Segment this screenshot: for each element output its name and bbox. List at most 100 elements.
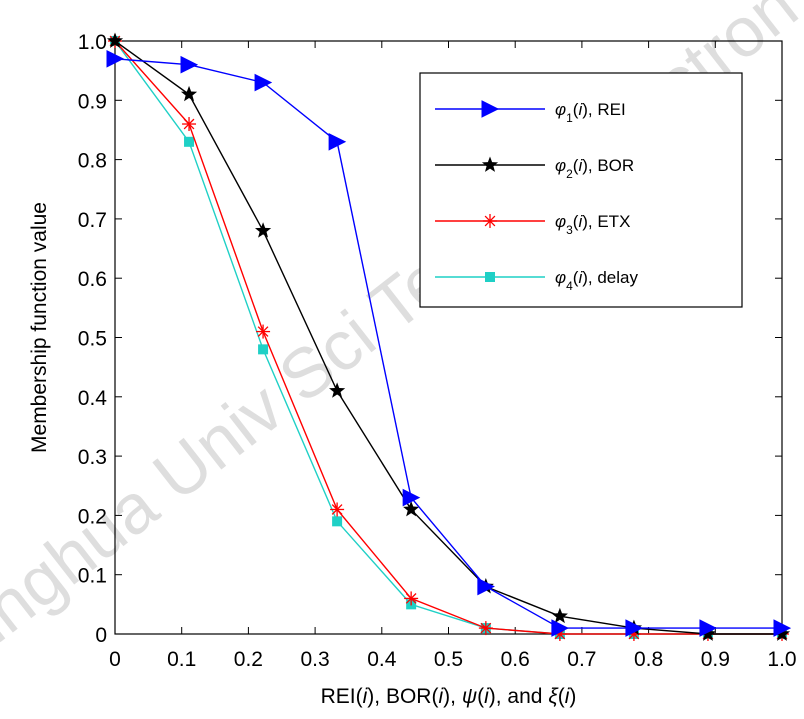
legend-label-part: ( [573, 268, 579, 287]
legend-label: φ4(i), delay [555, 268, 638, 293]
marker-star [699, 625, 717, 641]
x-tick-label: 0.8 [634, 648, 663, 671]
x-tick-label: 0 [109, 648, 121, 671]
y-tick-label: 0.8 [78, 150, 107, 173]
legend-item-4: φ4(i), delay [435, 268, 638, 293]
legend-label: φ2(i), BOR [555, 156, 634, 181]
legend-label-part: φ [555, 212, 566, 231]
marker-triangle [477, 577, 495, 596]
legend-item-3: φ3(i), ETX [435, 212, 630, 237]
x-tick-label: 0.5 [434, 648, 463, 671]
marker-star [329, 382, 346, 398]
legend-label-part: i [578, 268, 583, 287]
y-axis-title: Membership function value [28, 202, 51, 453]
legend-label-part: ), delay [582, 268, 638, 287]
legend-label-part: 2 [566, 167, 573, 181]
x-tick-label: 0.2 [234, 648, 263, 671]
legend-label: φ1(i), REI [555, 100, 626, 125]
marker-square [485, 272, 495, 282]
asterisk-stroke [183, 118, 195, 130]
asterisk-stroke [331, 504, 343, 515]
x-axis-title-part: i [363, 685, 369, 708]
legend-label-part: ( [573, 100, 579, 119]
marker-triangle [106, 49, 125, 68]
marker-star [773, 625, 791, 641]
legend-box [419, 72, 743, 308]
x-tick-label: 0.4 [367, 648, 397, 671]
y-tick-label: 0.6 [78, 268, 107, 291]
marker-asterisk [483, 214, 497, 228]
asterisk-stroke [484, 215, 496, 227]
asterisk-stroke [405, 593, 417, 604]
y-tick-label: 1.0 [78, 31, 107, 54]
marker-triangle [773, 619, 792, 637]
marker-star [180, 85, 198, 102]
marker-asterisk [478, 621, 493, 636]
y-tick-label: 0 [95, 624, 107, 647]
legend-label-part: ( [573, 156, 579, 175]
marker-triangle [699, 619, 718, 637]
series-line [114, 58, 782, 629]
y-tick-label: 0.5 [78, 328, 107, 351]
x-axis-title-part: REI( [321, 685, 363, 708]
y-tick-label: 0.9 [78, 90, 107, 113]
x-axis-title-part: ( [477, 685, 484, 708]
legend-label: φ3(i), ETX [555, 212, 630, 237]
marker-asterisk [182, 117, 197, 132]
legend-label-part: φ [555, 156, 566, 175]
legend-label-part: ), ETX [582, 212, 630, 231]
legend-item-1: φ1(i), REI [435, 100, 626, 125]
axes: 0 0.1 0.2 0.3 0.4 0.5 0.6 0.7 0.8 0.9 1.0 0 0.1 0.2 0.… [28, 31, 797, 708]
marker-star [551, 607, 568, 624]
y-tick-label: 0.2 [78, 505, 107, 528]
legend-label-part: 3 [566, 223, 573, 237]
legend-label-part: i [578, 100, 583, 119]
y-tick-label: 0.4 [78, 387, 108, 410]
x-tick-label: 0.6 [501, 648, 530, 671]
marker-star [254, 222, 272, 238]
legend-label-part: i [578, 156, 583, 175]
marker-triangle [625, 619, 644, 637]
x-axis-title-part: i [438, 685, 444, 708]
legend-label-part: ( [573, 212, 579, 231]
x-axis-title-part: i [565, 685, 571, 708]
marker-asterisk [404, 591, 419, 606]
legend-item-2: φ2(i), BOR [435, 156, 634, 181]
series-line [114, 40, 782, 635]
legend-label-part: ), REI [582, 100, 625, 119]
marker-triangle [328, 133, 347, 151]
x-axis-title-part: i [484, 685, 490, 708]
marker-triangle [402, 488, 421, 507]
series-group [106, 32, 792, 641]
legend-label-part: i [578, 212, 583, 231]
asterisk-stroke [257, 326, 269, 337]
marker-triangle [481, 100, 500, 118]
y-tick-label: 0.1 [78, 565, 107, 588]
x-axis-title-part: ξ [548, 685, 559, 708]
x-axis-title-part: ), and [489, 685, 549, 708]
legend-label-part: φ [555, 268, 566, 287]
x-axis-title-part: ( [558, 685, 565, 708]
x-tick-label: 0.9 [701, 648, 730, 671]
x-tick-label: 0.7 [567, 648, 596, 671]
marker-triangle [551, 619, 570, 637]
x-tick-label: 0.3 [300, 648, 329, 671]
marker-star [106, 32, 124, 48]
x-axis-title-part: ψ [462, 685, 477, 708]
marker-triangle [254, 73, 273, 92]
legend-label-part: ), BOR [582, 156, 634, 175]
marker-square [184, 136, 195, 147]
x-axis-title-part: ), BOR( [367, 685, 438, 708]
marker-star [481, 156, 499, 172]
marker-asterisk [330, 502, 345, 517]
series-1 [106, 49, 792, 637]
asterisk-stroke [480, 622, 492, 634]
marker-square [258, 344, 269, 355]
y-tick-label: 0.7 [78, 209, 107, 232]
x-tick-label: 0.1 [167, 648, 196, 671]
x-axis-title-part: ), [443, 685, 462, 708]
marker-star [403, 500, 420, 517]
legend-label-part: 1 [566, 111, 573, 125]
